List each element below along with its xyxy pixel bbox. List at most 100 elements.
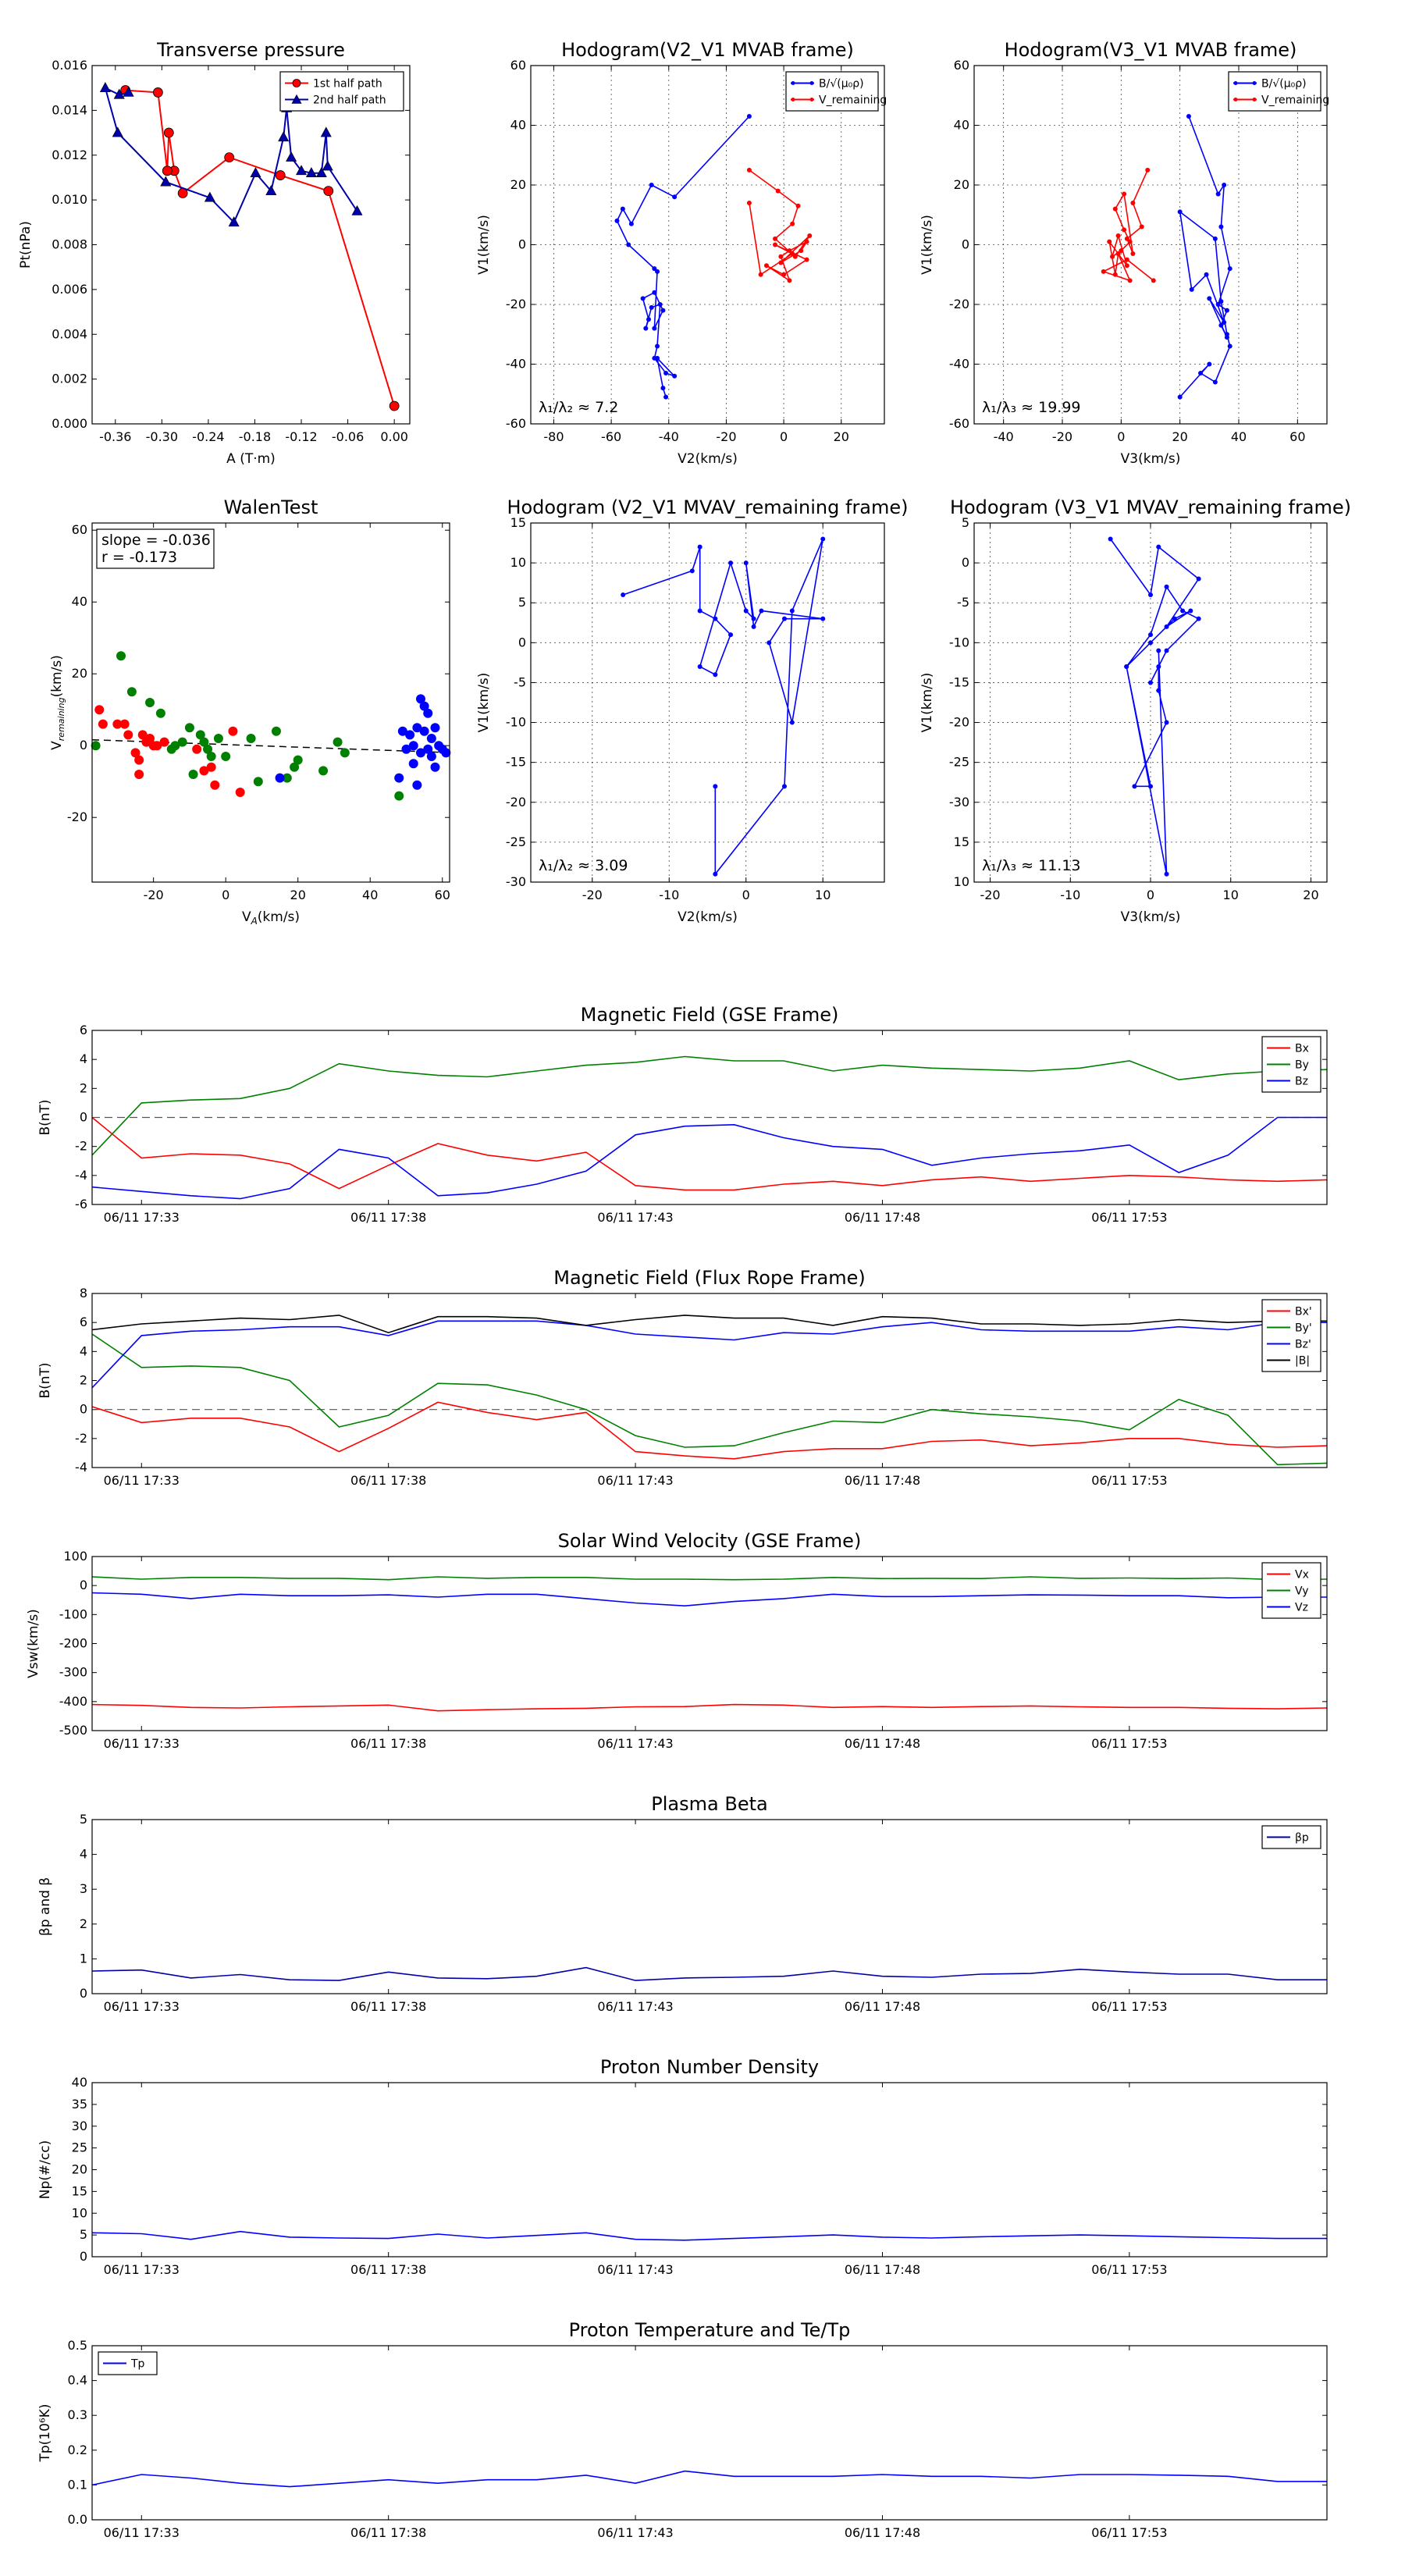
legend: βp <box>1261 1825 1321 1849</box>
data-point <box>672 194 678 200</box>
x-tick-label: 06/11 17:38 <box>350 2262 426 2277</box>
series-1st half path <box>120 85 400 411</box>
data-point <box>1127 239 1133 244</box>
legend-label: Vy <box>1295 1585 1309 1598</box>
data-point <box>286 151 297 162</box>
y-tick-label: 35 <box>72 2097 87 2112</box>
data-point <box>1156 688 1161 693</box>
y-tick-label: 0.010 <box>52 192 87 207</box>
x-tick-label: 06/11 17:48 <box>845 2262 920 2277</box>
data-point <box>1215 191 1221 197</box>
data-point <box>781 272 787 277</box>
y-tick-label: 0.5 <box>68 2338 87 2353</box>
data-point <box>746 200 752 205</box>
data-point <box>804 257 809 262</box>
y-tick-label: 0 <box>80 738 87 753</box>
legend-label: Tp <box>130 2358 145 2371</box>
data-point <box>1156 664 1161 669</box>
legend-marker <box>291 94 302 104</box>
chart-title: Magnetic Field (Flux Rope Frame) <box>553 1267 865 1289</box>
y-tick-label: -25 <box>949 755 969 770</box>
data-point <box>778 254 784 259</box>
y-axis-label: Vremaining(km/s) <box>49 655 66 750</box>
series-B/√(μ₀ρ) <box>614 114 752 400</box>
y-axis-label: Pt(nPa) <box>18 221 34 269</box>
data-point <box>820 536 826 542</box>
y-axis-label: B(nT) <box>37 1362 53 1398</box>
series-βp <box>91 1966 1327 1981</box>
data-point <box>697 608 702 614</box>
data-point <box>113 88 125 99</box>
y-axis-label: Tp(10⁶K) <box>37 2403 53 2462</box>
data-point <box>781 616 787 621</box>
y-tick-label: -2 <box>75 1431 87 1446</box>
series-0 <box>1108 536 1201 877</box>
x-tick-label: 10 <box>1223 888 1239 902</box>
series-B/√(μ₀ρ) <box>1177 114 1232 400</box>
series-Vx <box>91 1703 1328 1712</box>
data-point <box>1108 536 1113 542</box>
data-point <box>655 269 660 274</box>
y-axis-label: Np(#/cc) <box>37 2140 53 2199</box>
data-point <box>160 176 172 187</box>
x-tick-label: 06/11 17:53 <box>1091 2525 1167 2540</box>
axes-frame <box>530 65 885 425</box>
legend-marker <box>791 81 795 85</box>
legend-label: By' <box>1295 1322 1312 1335</box>
y-tick-label: 1 <box>80 1951 87 1966</box>
chart-vsw: Solar Wind Velocity (GSE Frame) -500 -400 -… <box>26 1530 1328 1751</box>
legend-marker <box>809 98 814 101</box>
data-point <box>405 730 415 740</box>
data-point <box>199 766 209 776</box>
y-tick-label: -200 <box>59 1636 87 1651</box>
data-point <box>1224 332 1229 337</box>
chart-title: Proton Number Density <box>600 2056 819 2078</box>
data-point <box>663 370 669 375</box>
y-tick-label: 0.3 <box>68 2407 87 2422</box>
y-tick-label: 6 <box>80 1315 87 1329</box>
data-point <box>804 239 809 244</box>
data-point <box>1172 616 1177 621</box>
data-point <box>116 651 126 661</box>
y-tick-label: 0.002 <box>52 372 87 386</box>
legend: B/√(μ₀ρ) V_remaining <box>1228 71 1329 112</box>
data-point <box>1115 251 1121 256</box>
x-tick-label: 06/11 17:38 <box>350 1210 426 1225</box>
series-line <box>91 1401 1328 1460</box>
data-point <box>751 624 756 629</box>
x-tick-label: 0 <box>780 429 788 444</box>
data-point <box>1212 379 1218 385</box>
x-tick-label: 0 <box>742 888 750 902</box>
data-point <box>1124 263 1129 269</box>
y-tick-label: 0 <box>80 1402 87 1417</box>
data-point <box>408 741 418 751</box>
data-point <box>767 640 772 646</box>
y-axis-label: V1(km/s) <box>919 215 935 275</box>
y-tick-label: -500 <box>59 1723 87 1738</box>
data-point <box>394 773 404 783</box>
y-axis-label: Vsw(km/s) <box>26 1609 41 1678</box>
x-tick-label: 20 <box>834 429 849 444</box>
x-tick-label: -20 <box>582 888 603 902</box>
series-line <box>91 1592 1327 1607</box>
data-point <box>655 343 660 349</box>
series-Bx' <box>91 1401 1328 1460</box>
y-tick-label: 0.1 <box>68 2477 87 2492</box>
data-point <box>789 608 795 614</box>
data-point <box>206 752 216 761</box>
data-point <box>657 302 663 307</box>
x-tick-label: -0.24 <box>192 429 224 444</box>
y-tick-label: -10 <box>949 635 969 649</box>
y-tick-label: 20 <box>954 177 969 192</box>
data-point <box>713 672 718 678</box>
data-point <box>278 131 290 142</box>
data-point <box>1227 266 1232 272</box>
x-tick-label: 06/11 17:48 <box>845 1736 920 1751</box>
x-tick-label: 06/11 17:48 <box>845 1999 920 2014</box>
data-point <box>123 730 133 740</box>
y-tick-label: 10 <box>72 2205 87 2220</box>
x-tick-label: 60 <box>1289 429 1305 444</box>
data-point <box>789 720 795 725</box>
x-tick-label: 06/11 17:38 <box>350 2525 426 2540</box>
